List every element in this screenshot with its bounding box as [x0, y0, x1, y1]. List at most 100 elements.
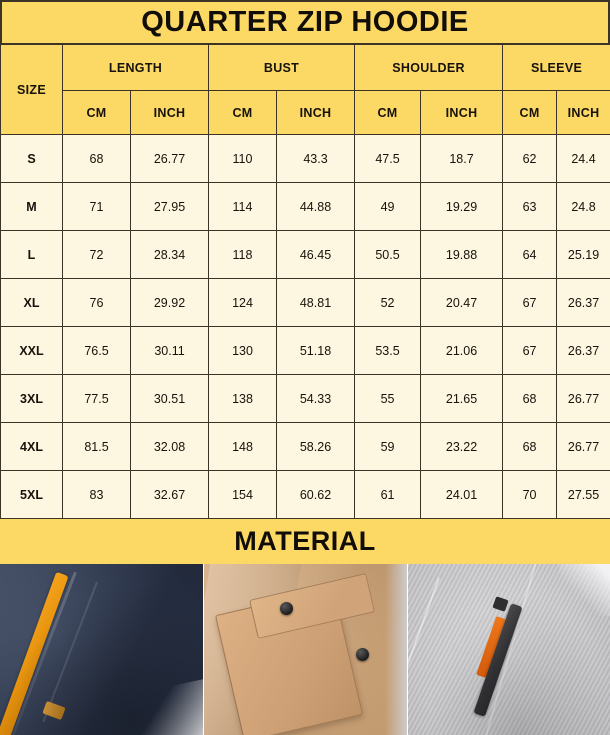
cell-shoulder-cm: 55	[354, 374, 422, 423]
navy-zip-pocket-photo	[0, 564, 203, 735]
cell-shoulder-inch: 19.88	[420, 230, 504, 279]
cell-sleeve-cm: 64	[502, 230, 558, 279]
cell-sleeve-inch: 25.19	[556, 230, 610, 279]
table-row: XXL 76.5 30.11 130 51.18 53.5 21.06 67 2…	[0, 326, 610, 375]
unit-header-shoulder-cm: CM	[354, 90, 422, 135]
cell-sleeve-cm: 63	[502, 182, 558, 231]
cell-sleeve-inch: 24.8	[556, 182, 610, 231]
material-heading: MATERIAL	[234, 526, 376, 556]
khaki-snap-pocket-photo	[204, 564, 407, 735]
cell-bust-inch: 54.33	[275, 374, 356, 423]
table-body: S 68 26.77 110 43.3 47.5 18.7 62 24.4 M …	[0, 134, 610, 519]
table-row: 5XL 83 32.67 154 60.62 61 24.01 70 27.55	[0, 470, 610, 519]
unit-header-length-cm: CM	[62, 90, 131, 135]
grey-highlight	[559, 564, 610, 616]
cell-shoulder-cm: 61	[354, 470, 422, 519]
cell-bust-cm: 154	[208, 470, 277, 519]
cell-bust-inch: 44.88	[275, 182, 356, 231]
cell-size: 3XL	[0, 374, 63, 423]
table-row: M 71 27.95 114 44.88 49 19.29 63 24.8	[0, 182, 610, 231]
cell-size: 4XL	[0, 422, 63, 471]
cell-length-cm: 68	[62, 134, 131, 183]
cell-shoulder-cm: 52	[354, 278, 422, 327]
cell-length-cm: 71	[62, 182, 131, 231]
cell-shoulder-inch: 23.22	[420, 422, 504, 471]
cell-sleeve-cm: 67	[502, 278, 558, 327]
cell-shoulder-inch: 24.01	[420, 470, 504, 519]
navy-shading	[0, 564, 203, 735]
cell-bust-inch: 48.81	[275, 278, 356, 327]
cell-length-inch: 29.92	[130, 278, 209, 327]
cell-size: S	[0, 134, 63, 183]
cell-sleeve-inch: 26.77	[556, 374, 610, 423]
cell-bust-cm: 138	[208, 374, 277, 423]
cell-bust-inch: 51.18	[275, 326, 356, 375]
snap-button-icon	[280, 602, 293, 615]
cell-shoulder-inch: 21.06	[420, 326, 504, 375]
cell-bust-inch: 58.26	[275, 422, 356, 471]
khaki-edge-highlight	[385, 564, 407, 735]
cell-size: M	[0, 182, 63, 231]
cell-sleeve-cm: 68	[502, 374, 558, 423]
cell-bust-cm: 114	[208, 182, 277, 231]
cell-shoulder-inch: 19.29	[420, 182, 504, 231]
unit-header-sleeve-cm: CM	[502, 90, 558, 135]
cell-size: L	[0, 230, 63, 279]
cell-length-inch: 32.67	[130, 470, 209, 519]
cell-shoulder-cm: 59	[354, 422, 422, 471]
table-row: 4XL 81.5 32.08 148 58.26 59 23.22 68 26.…	[0, 422, 610, 471]
cell-length-inch: 30.51	[130, 374, 209, 423]
cell-sleeve-cm: 67	[502, 326, 558, 375]
column-header-bust: BUST	[207, 44, 356, 91]
cell-length-cm: 77.5	[62, 374, 131, 423]
material-photo-strip	[0, 564, 610, 735]
snap-button-icon	[356, 648, 369, 661]
cell-shoulder-cm: 53.5	[354, 326, 422, 375]
chart-title-bar: QUARTER ZIP HOODIE	[0, 0, 610, 44]
cell-bust-cm: 124	[208, 278, 277, 327]
unit-header-bust-inch: INCH	[275, 90, 356, 135]
unit-header-sleeve-inch: INCH	[556, 90, 610, 135]
cell-length-inch: 32.08	[130, 422, 209, 471]
table-header-groups: SIZE LENGTH BUST SHOULDER SLEEVE	[0, 44, 610, 135]
cell-bust-inch: 60.62	[275, 470, 356, 519]
column-header-shoulder: SHOULDER	[354, 44, 504, 91]
cell-length-inch: 26.77	[130, 134, 209, 183]
column-header-size: SIZE	[0, 44, 63, 135]
column-header-sleeve: SLEEVE	[502, 44, 610, 91]
cell-sleeve-inch: 26.37	[556, 278, 610, 327]
unit-header-bust-cm: CM	[208, 90, 277, 135]
grey-zip-pocket-photo	[408, 564, 610, 735]
cell-bust-inch: 43.3	[275, 134, 356, 183]
cell-sleeve-inch: 27.55	[556, 470, 610, 519]
cell-length-inch: 28.34	[130, 230, 209, 279]
cell-bust-cm: 118	[208, 230, 277, 279]
cell-length-cm: 76.5	[62, 326, 131, 375]
cell-sleeve-inch: 26.37	[556, 326, 610, 375]
cell-length-cm: 72	[62, 230, 131, 279]
cell-sleeve-inch: 26.77	[556, 422, 610, 471]
cell-sleeve-cm: 70	[502, 470, 558, 519]
cell-size: XL	[0, 278, 63, 327]
cell-length-inch: 30.11	[130, 326, 209, 375]
page-title: QUARTER ZIP HOODIE	[141, 6, 469, 38]
cell-length-inch: 27.95	[130, 182, 209, 231]
cell-shoulder-cm: 49	[354, 182, 422, 231]
cell-shoulder-cm: 47.5	[354, 134, 422, 183]
cell-bust-inch: 46.45	[275, 230, 356, 279]
cell-sleeve-cm: 62	[502, 134, 558, 183]
cell-shoulder-cm: 50.5	[354, 230, 422, 279]
cell-length-cm: 81.5	[62, 422, 131, 471]
table-header-units: CM INCH CM INCH CM INCH CM INCH	[1, 90, 610, 135]
cell-size: XXL	[0, 326, 63, 375]
table-row: L 72 28.34 118 46.45 50.5 19.88 64 25.19	[0, 230, 610, 279]
table-row: S 68 26.77 110 43.3 47.5 18.7 62 24.4	[0, 134, 610, 183]
cell-shoulder-inch: 20.47	[420, 278, 504, 327]
size-chart-table: SIZE LENGTH BUST SHOULDER SLEEVE CM INCH…	[0, 44, 610, 519]
cell-shoulder-inch: 21.65	[420, 374, 504, 423]
grey-shading	[408, 564, 610, 735]
cell-length-cm: 83	[62, 470, 131, 519]
cell-bust-cm: 130	[208, 326, 277, 375]
column-header-length: LENGTH	[62, 44, 209, 91]
